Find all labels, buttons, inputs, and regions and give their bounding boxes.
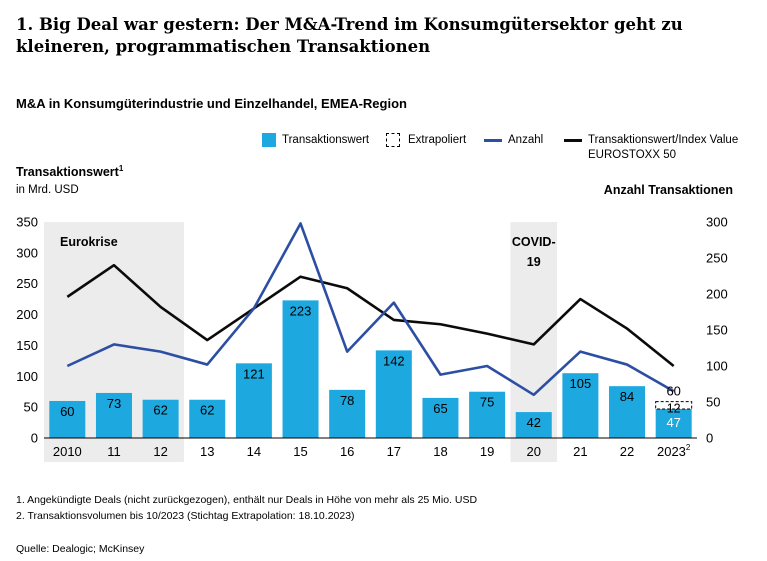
x-tick-label-sup: 2 — [686, 443, 691, 452]
x-tick-label: 2010 — [53, 444, 82, 459]
y-right-tick-label: 250 — [706, 251, 728, 266]
bar-value-label: 142 — [383, 353, 405, 368]
legend-label-bar: Transaktionswert — [282, 134, 370, 146]
chart-plot: Eurokrise COVID- 19 0 50 100 150 200 250 300 350 0 5… — [16, 215, 728, 462]
line-series-index — [66, 263, 675, 368]
bar — [515, 412, 552, 438]
bar-value-label: 65 — [433, 401, 447, 416]
bar — [655, 408, 692, 438]
page-title: 1. Big Deal war gestern: Der M&A-Trend i… — [16, 15, 683, 56]
y-left-tick-label: 300 — [16, 245, 38, 260]
bar-value-label: 62 — [200, 403, 214, 418]
annotation-label: COVID- — [512, 235, 556, 249]
source-note: Quelle: Dealogic; McKinsey — [16, 543, 145, 555]
bar — [95, 392, 132, 438]
legend-label-count: Anzahl — [508, 134, 544, 146]
x-tick-label: 20 — [527, 444, 541, 459]
legend-label-extrapolated: Extrapoliert — [408, 134, 467, 146]
y-left-tick-label: 0 — [31, 431, 38, 446]
bar — [609, 386, 646, 438]
bar-extrapolated-label: 12 — [667, 402, 681, 416]
y-right-tick-label: 0 — [706, 431, 713, 446]
bar-extrapolated — [655, 401, 693, 410]
legend-swatch-bar — [262, 133, 276, 147]
annotation-label: Eurokrise — [60, 235, 118, 249]
y-right-tick-label: 150 — [706, 323, 728, 338]
bar — [282, 300, 319, 438]
footnote-2: 2. Transaktionsvolumen bis 10/2023 (Stic… — [16, 510, 355, 522]
x-tick-label: 12 — [153, 444, 167, 459]
bar — [422, 397, 459, 438]
x-tick-label: 15 — [293, 444, 307, 459]
x-tick-label: 21 — [573, 444, 587, 459]
y-right-tick-label: 100 — [706, 359, 728, 374]
y-left-tick-label: 200 — [16, 307, 38, 322]
y-right-tick-label: 50 — [706, 395, 720, 410]
y-left-tick-label: 150 — [16, 338, 38, 353]
left-axis-title: Transaktionswert1 — [16, 164, 123, 179]
bar-value-label: 62 — [153, 403, 167, 418]
y-left-tick-label: 100 — [16, 369, 38, 384]
bar — [142, 399, 179, 438]
left-axis-unit: in Mrd. USD — [16, 184, 79, 196]
bar — [469, 391, 506, 438]
bar — [329, 389, 366, 438]
bar-total-label: 60 — [666, 384, 680, 399]
legend-swatch-extrapolated — [386, 133, 400, 147]
bar — [375, 350, 412, 438]
footnote-1: 1. Angekündigte Deals (nicht zurückgezog… — [16, 494, 478, 506]
x-tick-label: 17 — [387, 444, 401, 459]
x-tick-label: 22 — [620, 444, 634, 459]
bar-value-label: 73 — [107, 396, 121, 411]
x-tick-label: 13 — [200, 444, 214, 459]
legend-swatch-index — [564, 139, 582, 142]
bar-value-label: 223 — [290, 303, 312, 318]
right-axis-title: Anzahl Transaktionen — [603, 183, 733, 197]
bar-value-label: 78 — [340, 393, 354, 408]
bar-value-label: 75 — [480, 395, 494, 410]
legend-label-index-line2: EUROSTOXX 50 — [588, 149, 676, 161]
x-tick-label: 14 — [247, 444, 261, 459]
annotation-label: 19 — [527, 255, 541, 269]
bar-value-label: 121 — [243, 366, 265, 381]
y-left-tick-label: 350 — [16, 215, 38, 230]
bar-value-label: 105 — [570, 376, 592, 391]
x-tick-label: 11 — [107, 444, 121, 459]
x-tick-label: 20232 — [657, 443, 691, 459]
x-tick-label: 18 — [433, 444, 447, 459]
bar-value-label: 84 — [620, 389, 634, 404]
line-series-count — [66, 222, 675, 397]
x-tick-label: 19 — [480, 444, 494, 459]
bar — [189, 399, 226, 438]
legend-label-index-line1: Transaktionswert/Index Value — [588, 134, 739, 146]
chart-subtitle: M&A in Konsumgüterindustrie und Einzelha… — [16, 96, 407, 111]
y-left-tick-label: 250 — [16, 276, 38, 291]
bar — [562, 373, 599, 438]
bar-value-label: 47 — [666, 415, 680, 430]
y-right-tick-label: 200 — [706, 287, 728, 302]
bar — [49, 400, 86, 438]
y-right-tick-label: 300 — [706, 215, 728, 230]
bar — [235, 363, 272, 438]
bar-value-label: 60 — [60, 404, 74, 419]
left-axis-title-text: Transaktionswert — [16, 165, 119, 180]
legend-swatch-count — [484, 139, 502, 142]
x-tick-label: 16 — [340, 444, 354, 459]
left-axis-title-sup: 1 — [118, 164, 124, 173]
y-left-tick-label: 50 — [24, 400, 38, 415]
bar-value-label: 42 — [527, 415, 541, 430]
